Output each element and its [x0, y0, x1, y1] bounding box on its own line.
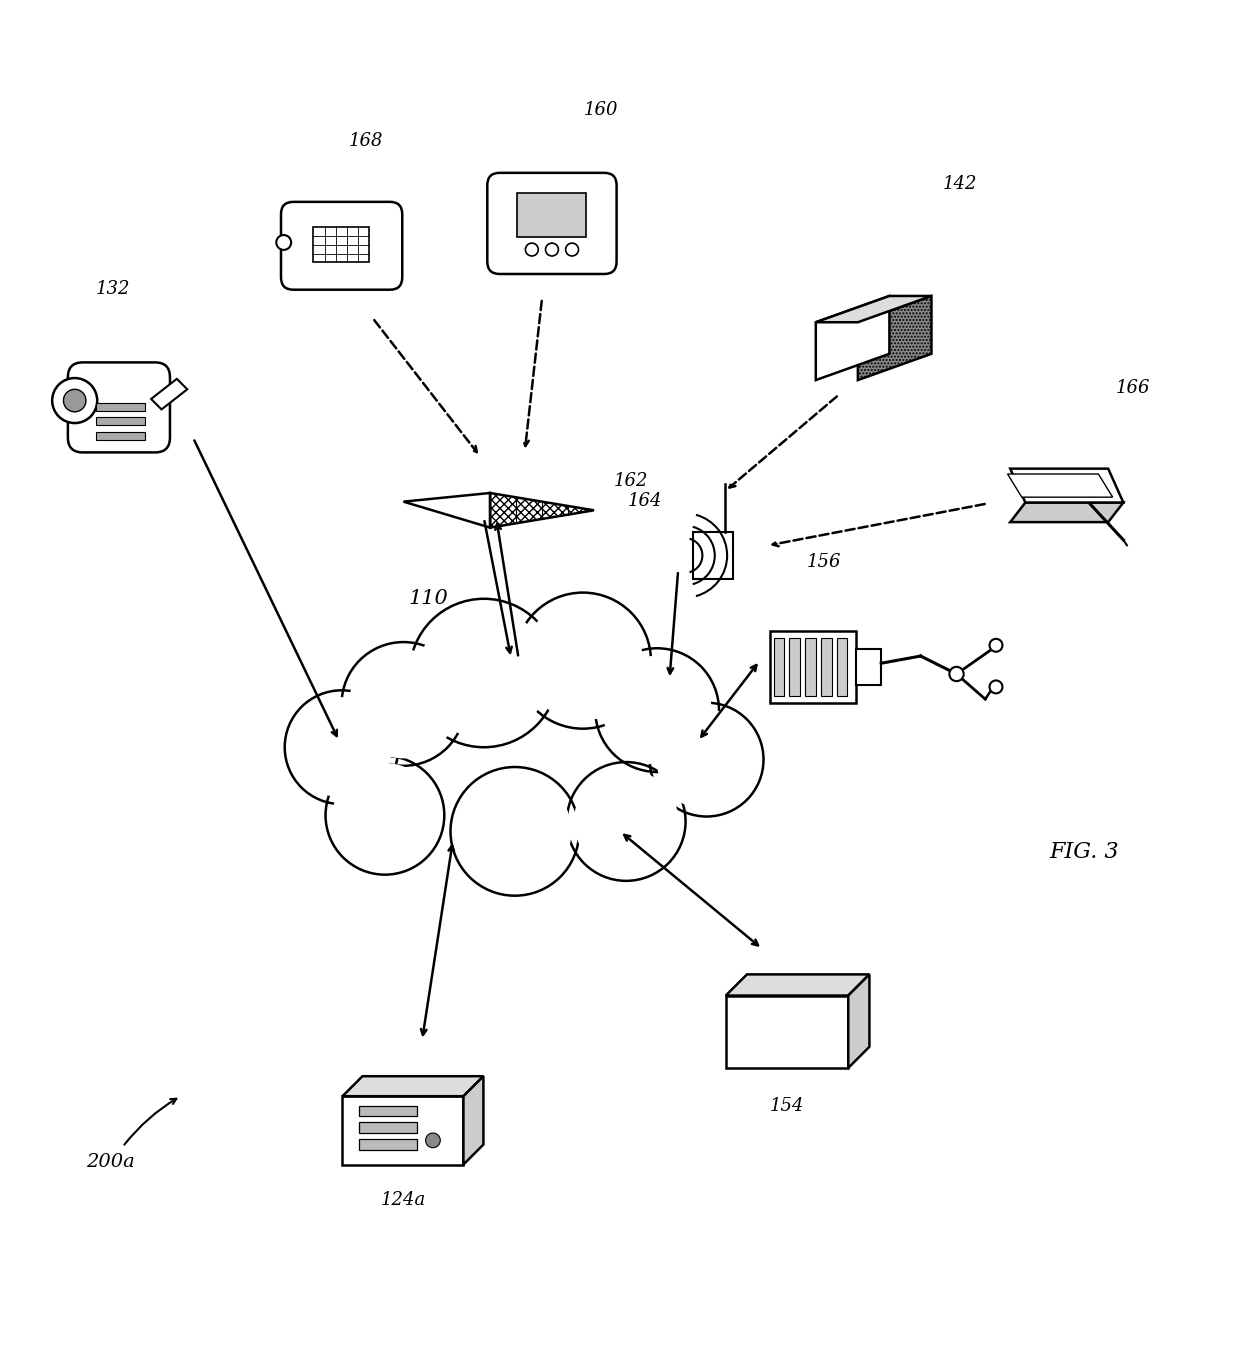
Circle shape	[990, 681, 1002, 693]
Circle shape	[515, 592, 651, 728]
Bar	[360, 1123, 417, 1133]
Text: 166: 166	[1116, 380, 1151, 397]
Bar	[314, 227, 370, 262]
Circle shape	[656, 709, 756, 810]
Polygon shape	[151, 378, 187, 409]
Circle shape	[63, 389, 86, 412]
Bar	[97, 417, 145, 425]
Bar	[517, 194, 585, 237]
Bar	[97, 432, 145, 440]
Circle shape	[419, 607, 549, 739]
Bar	[97, 402, 145, 411]
Text: FIG. 3: FIG. 3	[1049, 841, 1118, 863]
Text: 164: 164	[627, 493, 662, 510]
Bar	[693, 532, 733, 579]
Bar	[821, 638, 832, 696]
Text: 142: 142	[942, 175, 977, 194]
Polygon shape	[1011, 468, 1123, 502]
Circle shape	[425, 1133, 440, 1148]
Circle shape	[565, 244, 579, 256]
Text: 168: 168	[350, 132, 383, 149]
Circle shape	[285, 690, 398, 804]
Text: 124a: 124a	[381, 1191, 427, 1209]
Circle shape	[459, 775, 572, 888]
Circle shape	[595, 649, 719, 773]
Polygon shape	[848, 975, 869, 1067]
Bar	[837, 638, 847, 696]
Circle shape	[523, 600, 642, 720]
FancyBboxPatch shape	[281, 202, 402, 289]
Text: 132: 132	[95, 280, 130, 299]
Circle shape	[950, 666, 963, 681]
Circle shape	[526, 244, 538, 256]
Circle shape	[291, 697, 392, 797]
Bar	[770, 631, 856, 703]
Polygon shape	[816, 296, 931, 322]
Circle shape	[52, 378, 97, 423]
Circle shape	[567, 762, 686, 880]
Polygon shape	[490, 493, 594, 528]
Polygon shape	[725, 975, 869, 996]
Circle shape	[277, 236, 291, 250]
Circle shape	[348, 650, 458, 758]
Bar	[342, 1096, 464, 1164]
Ellipse shape	[280, 611, 750, 883]
Text: 200a: 200a	[86, 1152, 135, 1171]
Bar	[725, 996, 848, 1067]
Bar	[805, 638, 816, 696]
Circle shape	[409, 599, 558, 747]
Circle shape	[650, 703, 764, 817]
Polygon shape	[816, 296, 889, 380]
Polygon shape	[464, 1077, 484, 1164]
FancyBboxPatch shape	[68, 362, 170, 452]
Circle shape	[326, 756, 444, 875]
Text: 156: 156	[807, 553, 842, 571]
Bar	[790, 638, 800, 696]
Bar	[360, 1105, 417, 1116]
Polygon shape	[1011, 502, 1123, 522]
Text: 110: 110	[408, 590, 448, 608]
Circle shape	[546, 244, 558, 256]
Text: 154: 154	[770, 1097, 805, 1114]
Text: 160: 160	[584, 101, 619, 118]
Polygon shape	[858, 296, 931, 380]
Polygon shape	[342, 1077, 484, 1096]
Circle shape	[342, 642, 465, 766]
Bar	[774, 638, 785, 696]
Circle shape	[450, 767, 579, 895]
Bar	[856, 649, 882, 685]
Circle shape	[574, 769, 678, 874]
Circle shape	[603, 656, 712, 765]
Polygon shape	[1008, 474, 1112, 497]
FancyBboxPatch shape	[487, 172, 616, 275]
Text: 162: 162	[614, 472, 649, 490]
Bar	[360, 1139, 417, 1149]
Circle shape	[332, 763, 438, 868]
Circle shape	[990, 639, 1002, 651]
